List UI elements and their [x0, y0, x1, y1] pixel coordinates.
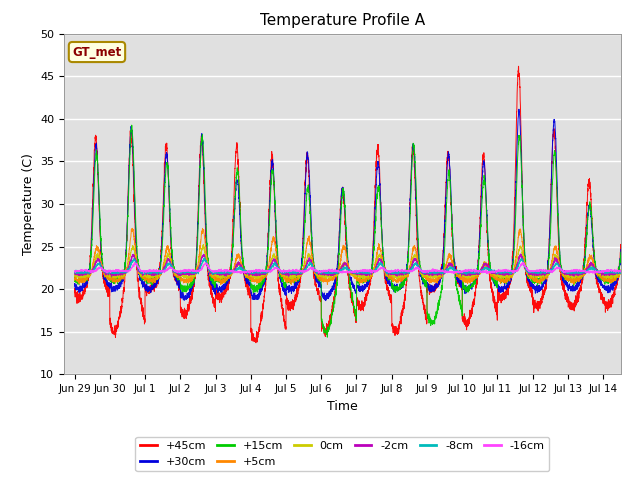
Text: GT_met: GT_met — [72, 46, 122, 59]
Legend: +45cm, +30cm, +15cm, +5cm, 0cm, -2cm, -8cm, -16cm: +45cm, +30cm, +15cm, +5cm, 0cm, -2cm, -8… — [136, 437, 549, 471]
Y-axis label: Temperature (C): Temperature (C) — [22, 153, 35, 255]
X-axis label: Time: Time — [327, 400, 358, 413]
Title: Temperature Profile A: Temperature Profile A — [260, 13, 425, 28]
